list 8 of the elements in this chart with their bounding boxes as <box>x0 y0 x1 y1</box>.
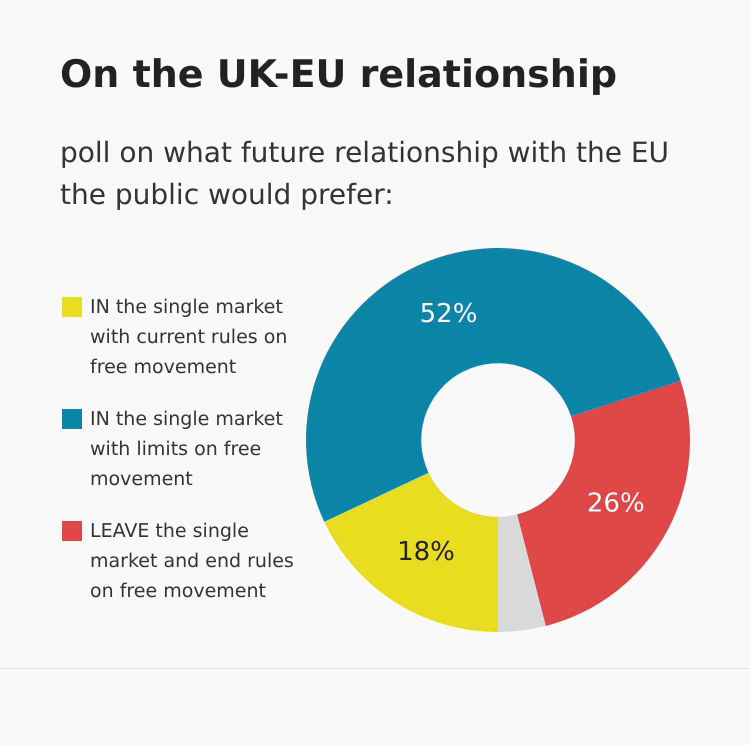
data-label: 52% <box>420 298 478 329</box>
chart-title: On the UK-EU relationship <box>60 52 618 96</box>
legend-label: LEAVE the single market and end rules on free movement <box>90 519 295 604</box>
data-label: 18% <box>397 537 455 568</box>
legend-label: IN the single market with limits on free movement <box>90 407 284 492</box>
data-label: 26% <box>586 488 645 518</box>
legend-label: IN the single market with current rules on free movement <box>90 295 288 380</box>
chart-subtitle: poll on what future relationship with the EU the public would prefer: <box>60 135 670 213</box>
